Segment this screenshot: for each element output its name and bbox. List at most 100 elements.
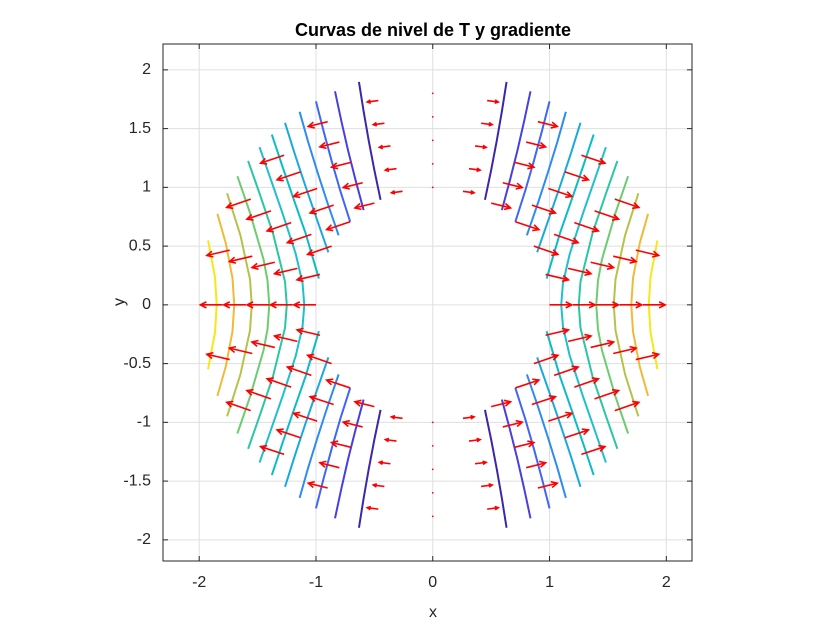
arrow-head bbox=[285, 237, 295, 245]
arrow-shaft bbox=[564, 171, 589, 181]
arrow-head bbox=[550, 480, 560, 489]
arrow-shaft bbox=[296, 329, 321, 337]
x-tick-label: 0 bbox=[428, 574, 437, 591]
gradient-arrow bbox=[581, 154, 607, 165]
arrow-shaft bbox=[226, 198, 251, 209]
arrow-shaft bbox=[354, 202, 375, 209]
gradient-arrow bbox=[564, 428, 591, 439]
arrow-shaft bbox=[613, 347, 637, 355]
contour-line bbox=[500, 91, 532, 211]
arrow-head bbox=[629, 256, 638, 264]
arrow-head bbox=[245, 301, 254, 309]
gradient-arrow bbox=[619, 301, 644, 309]
contour-line bbox=[315, 387, 352, 509]
grid bbox=[163, 44, 692, 561]
arrow-shaft bbox=[385, 438, 397, 442]
gradient-arrow bbox=[613, 345, 638, 355]
axes-box bbox=[162, 43, 693, 562]
contour-line bbox=[284, 122, 330, 253]
gradient-arrow bbox=[490, 399, 513, 408]
arrow-head bbox=[635, 301, 644, 309]
gradient-arrow bbox=[285, 365, 312, 377]
gradient-arrow bbox=[531, 204, 558, 215]
arrow-head bbox=[265, 377, 274, 385]
arrow-dot bbox=[431, 186, 434, 189]
gradient-arrow bbox=[553, 233, 580, 245]
arrow-head bbox=[515, 182, 524, 190]
arrow-head bbox=[341, 419, 350, 428]
arrow-shaft bbox=[533, 245, 559, 256]
gradient-arrow bbox=[431, 162, 434, 165]
arrow-head bbox=[205, 250, 214, 258]
arrow-head bbox=[503, 399, 513, 407]
gradient-arrow bbox=[245, 210, 272, 221]
gradient-arrow bbox=[291, 187, 318, 199]
gradient-arrow bbox=[431, 491, 434, 494]
contour-line bbox=[560, 304, 607, 463]
gradient-arrow bbox=[308, 204, 334, 215]
gradient-arrow bbox=[514, 161, 536, 170]
gradient-arrow bbox=[525, 141, 548, 150]
arrow-shaft bbox=[331, 441, 352, 449]
arrow-head bbox=[494, 99, 501, 104]
gradient-arrow bbox=[324, 378, 351, 389]
arrow-head bbox=[658, 301, 667, 309]
contour-line bbox=[500, 399, 532, 519]
gradient-arrow bbox=[431, 186, 434, 189]
gradient-arrow bbox=[481, 121, 494, 127]
gradient-arrow bbox=[590, 261, 616, 270]
arrow-head bbox=[532, 378, 541, 386]
arrow-shaft bbox=[287, 233, 312, 244]
contour-line bbox=[284, 357, 330, 488]
arrow-head bbox=[581, 428, 591, 436]
arrow-shaft bbox=[590, 261, 614, 269]
gradient-arrow bbox=[329, 161, 352, 170]
arrow-shaft bbox=[343, 421, 363, 428]
arrow-shaft bbox=[308, 482, 328, 489]
arrow-head bbox=[561, 274, 571, 283]
arrow-head bbox=[470, 414, 476, 420]
arrow-head bbox=[371, 121, 378, 127]
gradient-arrow bbox=[250, 261, 276, 270]
arrow-head bbox=[245, 213, 254, 221]
gradient-arrow bbox=[377, 460, 391, 466]
arrow-dot bbox=[431, 468, 434, 471]
arrow-dot bbox=[431, 444, 434, 447]
arrow-shaft bbox=[481, 122, 493, 126]
gradient-arrow bbox=[594, 388, 621, 400]
arrow-head bbox=[527, 440, 536, 448]
arrow-head bbox=[308, 207, 317, 215]
arrow-head bbox=[538, 460, 548, 468]
arrow-head bbox=[324, 224, 334, 232]
gradient-arrow bbox=[275, 171, 301, 182]
arrow-shaft bbox=[590, 341, 614, 349]
contour-line bbox=[525, 374, 567, 499]
arrow-shaft bbox=[525, 141, 546, 148]
arrow-head bbox=[482, 144, 488, 150]
arrow-shaft bbox=[553, 233, 579, 244]
arrow-head bbox=[305, 249, 315, 257]
gradient-arrow bbox=[431, 444, 434, 447]
y-tick-label: 0 bbox=[142, 296, 151, 313]
arrow-shaft bbox=[367, 99, 379, 103]
arrow-head bbox=[306, 121, 315, 129]
y-tick-label: -0.5 bbox=[123, 355, 151, 372]
gradient-arrow bbox=[272, 267, 298, 277]
x-tick-label: -1 bbox=[309, 574, 323, 591]
arrow-shaft bbox=[594, 389, 619, 400]
arrow-head bbox=[591, 377, 601, 385]
gradient-arrow bbox=[198, 301, 223, 309]
gradient-arrow bbox=[245, 301, 270, 309]
contour-line bbox=[577, 304, 619, 450]
arrow-head bbox=[584, 333, 593, 341]
arrow-shaft bbox=[490, 401, 511, 408]
gradient-arrow bbox=[258, 444, 285, 456]
arrow-head bbox=[548, 394, 558, 403]
arrow-head bbox=[371, 483, 378, 488]
arrow-head bbox=[291, 191, 301, 199]
arrow-shaft bbox=[564, 429, 589, 439]
arrow-head bbox=[629, 345, 638, 354]
arrow-shaft bbox=[502, 181, 523, 189]
contour-line bbox=[545, 134, 595, 279]
gradient-arrow bbox=[265, 221, 292, 233]
